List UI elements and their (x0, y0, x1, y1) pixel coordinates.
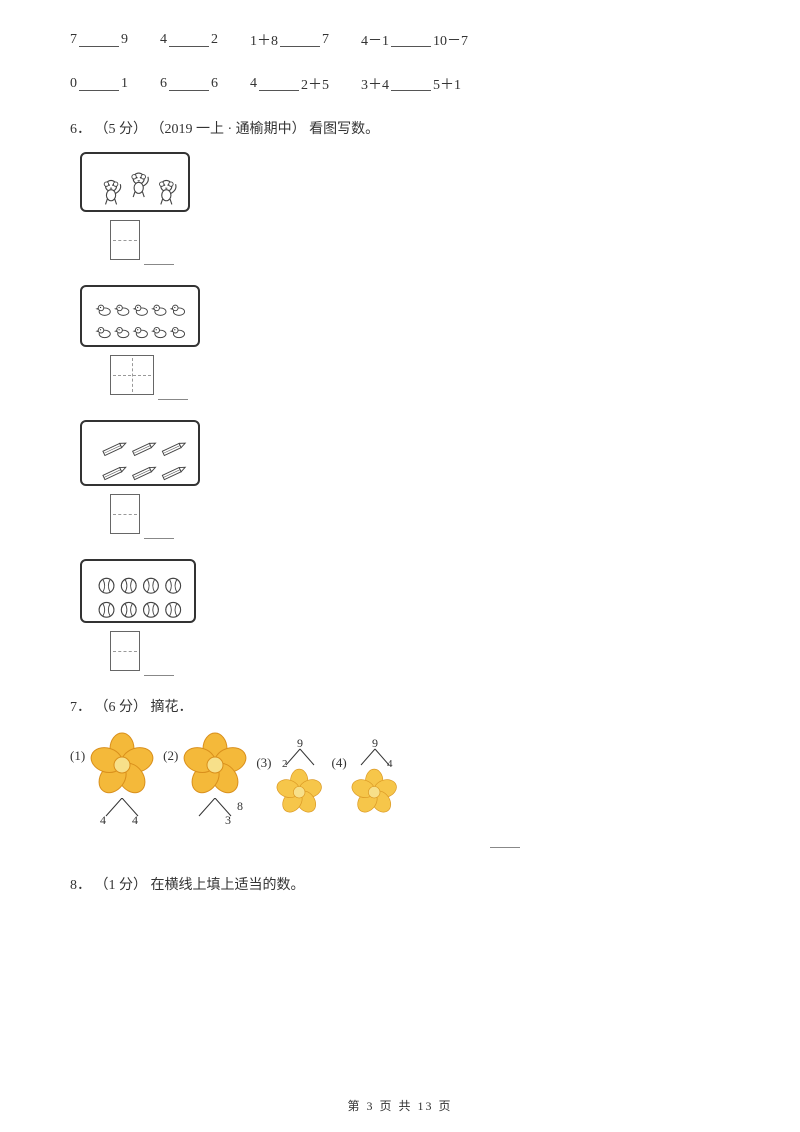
fill-blank[interactable] (259, 77, 299, 91)
comp-left: 7 (70, 32, 77, 48)
comp-item[interactable]: 4－1 10－7 (361, 30, 468, 50)
comp-left: 4－1 (361, 30, 389, 50)
question-6: 6． （5 分） （2019 一上 · 通榆期中） 看图写数。 (70, 118, 730, 138)
fill-blank[interactable] (490, 847, 520, 848)
comp-item[interactable]: 42 (160, 30, 218, 50)
comp-left: 4 (160, 32, 167, 48)
monkeys-icon (80, 152, 190, 212)
fill-blank[interactable] (391, 33, 431, 47)
comp-left: 6 (160, 76, 167, 92)
fill-blank[interactable] (169, 33, 209, 47)
question-source: （2019 一上 · 通榆期中） (151, 122, 306, 137)
question-text: 摘花． (151, 700, 193, 715)
answer-box[interactable] (110, 220, 140, 260)
fill-blank[interactable] (144, 675, 174, 676)
fill-blank[interactable] (144, 538, 174, 539)
question-number: 7． (70, 700, 91, 715)
question-number: 8． (70, 878, 91, 893)
svg-text:4: 4 (132, 813, 138, 824)
fill-blank[interactable] (144, 264, 174, 265)
question-text: 在横线上填上适当的数。 (151, 878, 305, 893)
comp-left: 3＋4 (361, 74, 389, 94)
comparison-row-1: 79 42 1＋87 4－110－7 (70, 30, 730, 50)
flower-row: (1) 44(2) 38(3)92 (4)94 (70, 730, 730, 824)
answer-box[interactable] (110, 494, 140, 534)
question-points: （5 分） (95, 122, 148, 137)
svg-text:9: 9 (297, 737, 303, 750)
counting-item (80, 285, 730, 400)
comp-right: 7 (322, 32, 329, 48)
question-points: （1 分） (95, 878, 148, 893)
question-points: （6 分） (95, 700, 148, 715)
counting-item (80, 152, 730, 265)
flower-icon (274, 767, 326, 817)
flower-label: (2) (163, 730, 178, 764)
comp-right: 10－7 (433, 30, 468, 50)
fill-blank[interactable] (280, 33, 320, 47)
flower-item: (1) 4 4 (70, 730, 157, 824)
comp-right: 6 (211, 76, 218, 92)
flower-icon (87, 730, 157, 800)
flower-item: (4) 94 (332, 737, 401, 817)
comp-item[interactable]: 66 (160, 74, 218, 94)
svg-text:4: 4 (387, 758, 393, 767)
fill-blank[interactable] (79, 33, 119, 47)
flower-item: (3) 92 (256, 737, 325, 817)
comp-item[interactable]: 4 2＋5 (250, 74, 329, 94)
pencils-icon (80, 420, 200, 486)
svg-text:3: 3 (225, 813, 231, 824)
comp-right: 9 (121, 32, 128, 48)
page-footer: 第 3 页 共 13 页 (0, 1097, 800, 1114)
balls-icon (80, 559, 196, 623)
question-number: 6． (70, 122, 91, 137)
comp-item[interactable]: 79 (70, 30, 128, 50)
fill-blank[interactable] (391, 77, 431, 91)
svg-text:9: 9 (372, 737, 378, 750)
counting-item (80, 559, 730, 676)
ducks-icon (80, 285, 200, 347)
question-7: 7． （6 分） 摘花． (70, 696, 730, 716)
question-8: 8． （1 分） 在横线上填上适当的数。 (70, 874, 730, 894)
flower-icon (180, 730, 250, 800)
comp-left: 0 (70, 76, 77, 92)
comp-left: 1＋8 (250, 30, 278, 50)
svg-text:2: 2 (282, 758, 288, 767)
comp-right: 2＋5 (301, 74, 329, 94)
answer-box[interactable] (110, 355, 154, 395)
flower-label: (3) (256, 737, 271, 771)
fill-blank[interactable] (158, 399, 188, 400)
answer-box[interactable] (110, 631, 140, 671)
comp-item[interactable]: 3＋4 5＋1 (361, 74, 461, 94)
comp-item[interactable]: 1＋8 7 (250, 30, 329, 50)
question-text: 看图写数。 (309, 122, 379, 137)
flower-icon (349, 767, 401, 817)
fill-blank[interactable] (169, 77, 209, 91)
flower-label: (4) (332, 737, 347, 771)
comparison-row-2: 01 66 42＋5 3＋45＋1 (70, 74, 730, 94)
svg-text:4: 4 (100, 813, 106, 824)
comp-left: 4 (250, 76, 257, 92)
comp-right: 5＋1 (433, 74, 461, 94)
flower-label: (1) (70, 730, 85, 764)
counting-item (80, 420, 730, 539)
comp-right: 1 (121, 76, 128, 92)
comp-right: 2 (211, 32, 218, 48)
fill-blank[interactable] (79, 77, 119, 91)
flower-item: (2) 38 (163, 730, 250, 824)
svg-text:8: 8 (237, 799, 243, 813)
comp-item[interactable]: 01 (70, 74, 128, 94)
